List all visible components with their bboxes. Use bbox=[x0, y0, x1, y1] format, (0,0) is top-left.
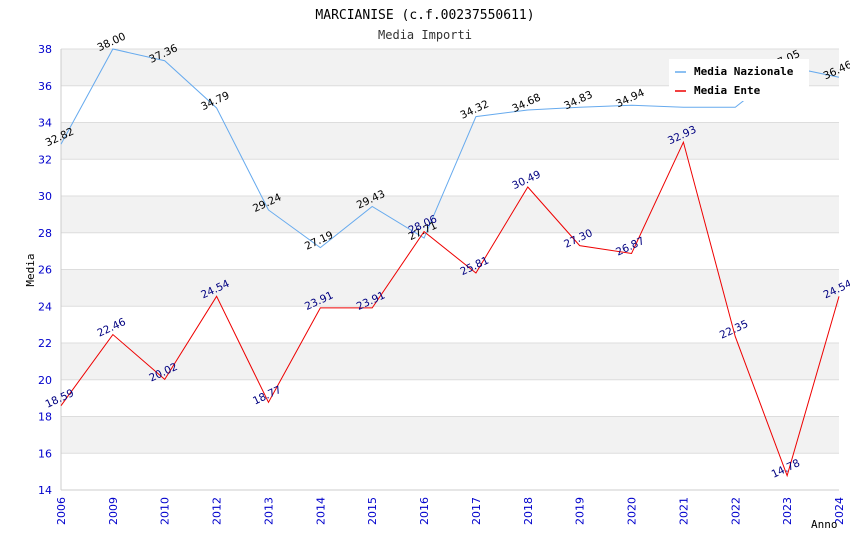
series-lines bbox=[60, 48, 840, 478]
grid-band bbox=[61, 379, 839, 417]
y-tick-label: 38 bbox=[38, 43, 52, 56]
y-tick-label: 14 bbox=[38, 484, 52, 497]
x-tick-label: 2022 bbox=[729, 497, 742, 525]
y-tick-label: 30 bbox=[38, 190, 52, 203]
x-tick-label: 2024 bbox=[833, 497, 846, 525]
grid-band bbox=[61, 122, 839, 160]
y-tick-label: 22 bbox=[38, 337, 52, 350]
grid-band bbox=[61, 453, 839, 490]
x-tick-label: 2021 bbox=[677, 497, 690, 525]
x-tick-label: 2012 bbox=[211, 497, 224, 525]
x-tick-label: 2017 bbox=[470, 497, 483, 525]
chart-subtitle: Media Importi bbox=[378, 28, 472, 42]
y-tick-label: 20 bbox=[38, 374, 52, 387]
y-tick-label: 24 bbox=[38, 300, 52, 313]
grid-bands bbox=[61, 48, 839, 491]
grid-band bbox=[61, 343, 839, 380]
x-tick-label: 2010 bbox=[159, 497, 172, 525]
y-tick-label: 36 bbox=[38, 80, 52, 93]
y-axis-label: Media bbox=[24, 253, 37, 286]
legend: Media Nazionale Media Ente bbox=[669, 59, 809, 101]
y-tick-label: 32 bbox=[38, 153, 52, 166]
x-tick-label: 2006 bbox=[55, 497, 68, 525]
y-tick-label: 18 bbox=[38, 411, 52, 424]
axes bbox=[60, 49, 839, 491]
chart-title: MARCIANISE (c.f.00237550611) bbox=[315, 8, 534, 23]
grid-band bbox=[61, 269, 839, 307]
grid-band bbox=[61, 232, 839, 270]
series-line-nazionale bbox=[60, 48, 840, 249]
legend-label-nazionale: Media Nazionale bbox=[694, 65, 794, 78]
grid-band bbox=[61, 306, 839, 343]
grid-band bbox=[61, 196, 839, 233]
legend-box bbox=[669, 59, 809, 101]
x-tick-label: 2013 bbox=[262, 497, 275, 525]
y-tick-label: 26 bbox=[38, 264, 52, 277]
y-tick-label: 28 bbox=[38, 227, 52, 240]
y-tick-label: 34 bbox=[38, 117, 52, 130]
x-tick-label: 2016 bbox=[418, 497, 431, 525]
y-tick-label: 16 bbox=[38, 447, 52, 460]
x-tick-label: 2014 bbox=[314, 497, 327, 525]
grid-band bbox=[61, 416, 839, 454]
y-tick-labels: 14 16 18 20 22 24 26 28 30 32 34 36 38 bbox=[38, 43, 52, 497]
x-tick-labels: 2006 2009 2010 2012 2013 2014 2015 2016 2017 2018… bbox=[55, 497, 846, 525]
legend-label-ente: Media Ente bbox=[694, 84, 761, 97]
x-tick-label: 2015 bbox=[366, 497, 379, 525]
x-tick-label: 2009 bbox=[107, 497, 120, 525]
x-tick-label: 2018 bbox=[522, 497, 535, 525]
x-tick-label: 2019 bbox=[574, 497, 587, 525]
x-axis-label: Anno bbox=[811, 518, 838, 531]
x-tick-label: 2023 bbox=[781, 497, 794, 525]
x-tick-label: 2020 bbox=[626, 497, 639, 525]
series-line-ente bbox=[60, 140, 840, 478]
